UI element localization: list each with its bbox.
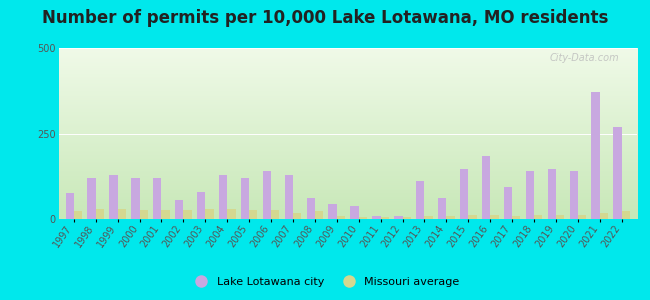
- Bar: [424, 216, 433, 219]
- Bar: [153, 178, 161, 219]
- Bar: [534, 215, 542, 219]
- Bar: [504, 187, 512, 219]
- Bar: [512, 216, 521, 219]
- Bar: [547, 169, 556, 219]
- Bar: [578, 214, 586, 219]
- Bar: [271, 211, 280, 219]
- Bar: [438, 199, 447, 219]
- Bar: [460, 169, 468, 219]
- Bar: [161, 211, 170, 219]
- Bar: [249, 211, 257, 219]
- Bar: [526, 171, 534, 219]
- Bar: [556, 215, 564, 219]
- Bar: [468, 214, 476, 219]
- Text: City-Data.com: City-Data.com: [550, 53, 619, 63]
- Bar: [140, 211, 148, 219]
- Bar: [118, 209, 126, 219]
- Bar: [227, 209, 235, 219]
- Bar: [359, 217, 367, 219]
- Bar: [293, 213, 302, 219]
- Bar: [74, 212, 82, 219]
- Bar: [482, 156, 490, 219]
- Bar: [315, 212, 323, 219]
- Bar: [197, 192, 205, 219]
- Legend: Lake Lotawana city, Missouri average: Lake Lotawana city, Missouri average: [186, 273, 464, 291]
- Bar: [87, 178, 96, 219]
- Bar: [372, 216, 381, 219]
- Bar: [328, 204, 337, 219]
- Bar: [621, 212, 630, 219]
- Bar: [240, 178, 249, 219]
- Bar: [600, 213, 608, 219]
- Bar: [183, 211, 192, 219]
- Bar: [96, 209, 104, 219]
- Bar: [614, 127, 621, 219]
- Bar: [447, 216, 455, 219]
- Bar: [592, 92, 600, 219]
- Bar: [285, 175, 293, 219]
- Bar: [416, 182, 424, 219]
- Text: Number of permits per 10,000 Lake Lotawana, MO residents: Number of permits per 10,000 Lake Lotawa…: [42, 9, 608, 27]
- Bar: [131, 178, 140, 219]
- Bar: [569, 171, 578, 219]
- Bar: [394, 216, 402, 219]
- Bar: [381, 217, 389, 219]
- Bar: [402, 217, 411, 219]
- Bar: [219, 175, 227, 219]
- Bar: [66, 193, 74, 219]
- Bar: [263, 171, 271, 219]
- Bar: [490, 214, 499, 219]
- Bar: [205, 209, 214, 219]
- Bar: [109, 175, 118, 219]
- Bar: [307, 199, 315, 219]
- Bar: [175, 200, 183, 219]
- Bar: [337, 216, 345, 219]
- Bar: [350, 206, 359, 219]
